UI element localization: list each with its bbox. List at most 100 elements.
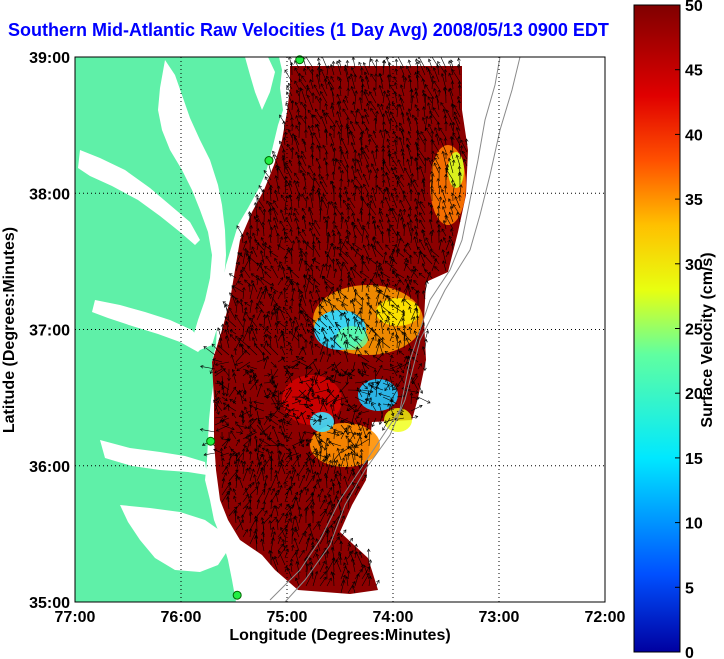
velocity-vector-head [278,536,282,540]
velocity-vector-head [443,115,447,119]
velocity-vector [315,381,321,391]
velocity-vector [347,283,350,293]
velocity-vector-head [274,469,279,474]
velocity-vector-head [333,413,337,418]
velocity-vector-head [338,253,342,257]
velocity-vector [225,466,230,475]
velocity-vector [362,327,370,342]
velocity-vector [458,100,461,111]
velocity-vector-head [366,221,370,225]
velocity-vector [263,352,265,363]
velocity-vector [354,486,360,496]
velocity-vector-head [364,71,368,76]
velocity-vector-head [350,165,355,169]
velocity-vector [263,413,272,426]
velocity-vector [442,249,447,265]
velocity-vector [326,487,332,496]
velocity-vector [321,327,328,335]
velocity-vector-head [398,93,402,98]
velocity-vector-head [362,421,367,426]
velocity-vector [387,278,391,286]
velocity-vector-head [409,219,413,223]
velocity-vector-head [351,179,355,183]
velocity-vector [420,201,426,209]
velocity-vector-head [423,137,427,142]
velocity-vector-head [375,110,379,114]
velocity-vector-head [323,576,327,581]
velocity-vector-head [235,475,239,480]
velocity-vector-head [237,281,242,285]
velocity-vector [221,478,225,489]
velocity-vector-head [357,371,362,375]
velocity-vector [350,267,363,279]
velocity-vector [344,371,356,377]
velocity-vector [284,470,291,482]
velocity-vector [402,299,405,307]
velocity-vector [229,399,237,405]
velocity-vector [310,79,314,90]
velocity-vector-head [301,439,305,443]
velocity-vector-head [317,187,321,192]
velocity-vector-head [401,317,405,322]
velocity-vector-head [397,159,401,163]
velocity-vector [351,179,356,188]
velocity-vector [234,314,244,328]
velocity-vector-head [326,388,331,393]
velocity-vector-head [431,173,435,177]
velocity-vector-head [343,311,347,316]
velocity-vector-head [324,314,329,319]
y-tick-label: 37:00 [29,323,70,340]
velocity-vector [263,456,272,468]
velocity-vector-head [307,276,311,281]
velocity-vector-head [332,232,336,237]
velocity-vector-head [414,373,418,377]
velocity-vector [431,173,434,188]
velocity-vector [291,469,296,482]
velocity-vector [338,59,342,69]
velocity-vector-head [282,287,287,291]
velocity-vector-head [248,494,253,499]
velocity-vector [331,102,335,111]
velocity-vector-head [436,205,441,209]
velocity-vector-head [288,212,292,216]
velocity-vector [288,183,293,195]
velocity-vector [298,487,307,496]
velocity-vector-head [281,157,286,161]
velocity-vector [319,264,325,279]
velocity-vector-head [306,267,310,272]
velocity-vector [203,346,216,356]
velocity-vector-head [280,330,284,335]
velocity-vector [394,91,398,104]
velocity-vector-head [214,370,218,374]
velocity-vector-head [310,154,315,158]
velocity-vector-head [448,235,453,240]
velocity-vector [399,200,405,209]
velocity-vector [340,332,345,342]
velocity-vector [344,350,349,363]
velocity-vector-head [378,421,383,425]
velocity-vector-head [308,439,312,443]
velocity-vector [333,516,340,531]
velocity-vector-head [421,116,426,121]
velocity-vector [319,207,322,223]
velocity-vector [242,468,249,482]
velocity-vector [345,435,356,447]
velocity-vector-head [327,389,331,394]
velocity-vector [346,576,349,587]
velocity-vector-head [261,221,265,226]
velocity-vector [406,137,412,146]
velocity-vector [396,335,398,349]
velocity-vector [233,495,237,503]
velocity-vector-head [436,213,440,217]
velocity-vector-head [313,84,317,88]
velocity-vector-head [256,499,261,503]
velocity-vector [399,375,405,384]
velocity-vector-head [269,251,273,255]
velocity-vector-head [270,375,275,380]
velocity-vector [235,421,244,433]
velocity-vector-head [290,297,294,302]
velocity-vector [305,467,309,475]
velocity-vector-head [263,482,268,486]
velocity-vector [361,382,368,390]
velocity-vector-head [308,298,313,303]
